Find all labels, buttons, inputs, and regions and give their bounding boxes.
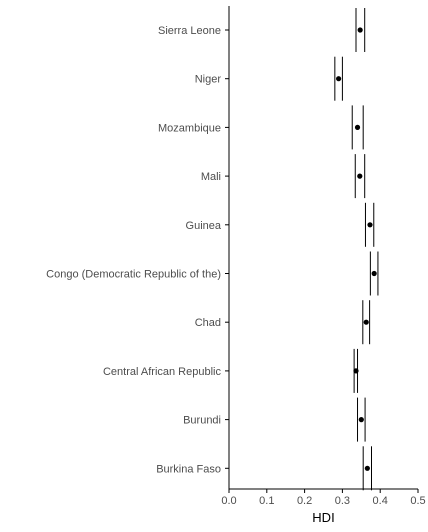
data-point <box>336 76 342 82</box>
x-ticks: 0.0 0.1 0.2 0.3 0.4 0.5 <box>221 489 426 507</box>
data-marks <box>334 8 379 491</box>
data-point <box>357 27 363 33</box>
x-tick-label: 0.1 <box>259 495 274 507</box>
y-tick-label: Burundi <box>183 415 221 427</box>
x-tick-label: 0.5 <box>410 495 425 507</box>
y-tick-label: Burkina Faso <box>156 463 221 475</box>
y-tick-label: Chad <box>195 317 221 329</box>
x-tick-label: 0.3 <box>335 495 350 507</box>
x-axis-title: HDI <box>312 510 334 525</box>
x-tick-label: 0.2 <box>297 495 312 507</box>
y-tick-label: Sierra Leone <box>158 25 221 37</box>
data-point <box>357 173 363 179</box>
data-point <box>371 270 377 277</box>
data-point <box>364 465 370 471</box>
y-tick-label: Congo (Democratic Republic of the) <box>46 269 221 281</box>
y-tick-label: Mali <box>201 171 221 183</box>
data-point <box>353 368 359 374</box>
y-tick-label: Guinea <box>186 220 222 232</box>
x-tick-label: 0.4 <box>373 495 388 507</box>
y-tick-label: Mozambique <box>158 122 221 134</box>
data-point <box>358 417 364 423</box>
x-tick-label: 0.0 <box>221 495 236 507</box>
y-tick-label: Niger <box>195 74 222 86</box>
y-tick-label: Central African Republic <box>103 366 222 378</box>
y-tick-labels: Sierra Leone Niger Mozambique Mali Guinea Con… <box>46 25 229 475</box>
data-point <box>363 319 369 325</box>
data-point <box>354 124 361 130</box>
data-point <box>367 222 373 228</box>
